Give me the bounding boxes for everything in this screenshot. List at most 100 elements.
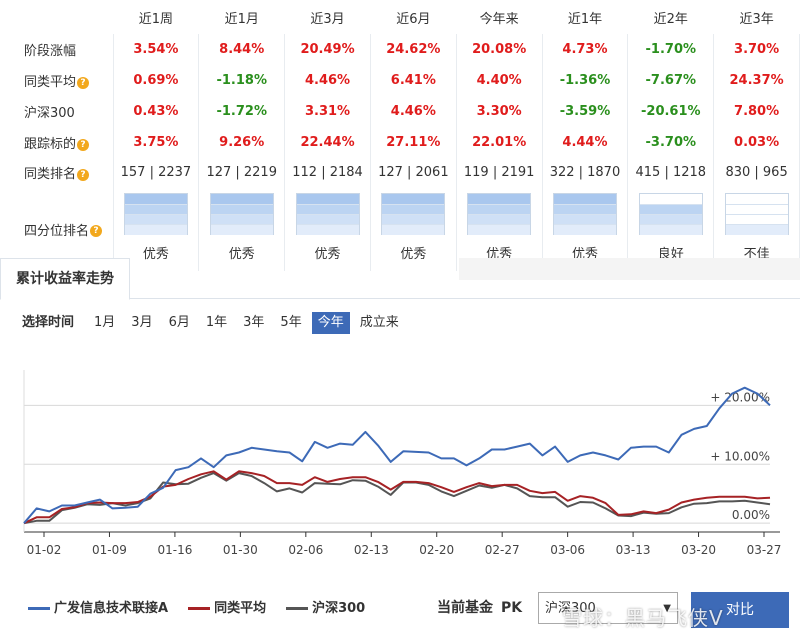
quartile-segment	[553, 214, 616, 225]
quartile-cell: 优秀	[284, 187, 371, 271]
rank-value: 127 | 2219	[198, 158, 286, 187]
quartile-bar	[724, 193, 789, 235]
row-label-text: 跟踪标的	[24, 137, 77, 152]
quartile-bar	[467, 193, 532, 235]
rank-value: 157 | 2237	[113, 158, 200, 187]
header-corner	[0, 0, 114, 34]
compare-button[interactable]: 对比	[691, 592, 789, 628]
return-value: 4.40%	[456, 65, 543, 96]
help-icon[interactable]: ?	[90, 225, 103, 237]
quartile-segment	[382, 224, 445, 235]
rank-row: 同类排名? 157 | 2237 127 | 2219 112 | 2184 127 |…	[0, 158, 800, 187]
return-value: -1.72%	[198, 96, 286, 127]
legend-item[interactable]: 广发信息技术联接A	[28, 597, 168, 616]
quartile-segment	[382, 204, 445, 215]
time-range-option[interactable]: 今年	[311, 312, 350, 334]
quartile-segment	[468, 194, 531, 204]
quartile-segment	[124, 214, 187, 225]
quartile-segment	[210, 204, 273, 215]
legend-label: 同类平均	[214, 601, 267, 616]
return-value: 4.44%	[542, 127, 629, 158]
legend-item[interactable]: 沪深300	[286, 597, 365, 616]
legend-item[interactable]: 同类平均	[188, 597, 266, 616]
time-range-option[interactable]: 6月	[168, 315, 190, 330]
return-value: 3.54%	[113, 34, 200, 65]
return-value: 4.46%	[370, 96, 457, 127]
quartile-segment	[725, 194, 788, 204]
quartile-segment	[639, 204, 702, 215]
return-value: -1.70%	[627, 34, 715, 65]
return-value: -20.61%	[627, 96, 715, 127]
row-label-text: 沪深300	[24, 106, 75, 121]
table-row: 沪深300 0.43% -1.72% 3.31% 4.46% 3.30% -3.59% -20…	[0, 96, 800, 127]
quartile-label: 优秀	[228, 247, 255, 262]
time-range-option[interactable]: 5年	[280, 315, 302, 330]
row-label: 沪深300	[0, 96, 114, 127]
quartile-segment	[725, 224, 788, 235]
tab-bar-filler	[459, 258, 800, 280]
compare-fund-select[interactable]: 沪深300 ▼	[538, 592, 678, 624]
help-icon[interactable]: ?	[77, 138, 90, 151]
legend-swatch	[28, 607, 50, 610]
quartile-segment	[639, 194, 702, 204]
quartile-label: 优秀	[314, 247, 341, 262]
x-tick-label: 01-09	[92, 543, 127, 557]
quartile-segment	[468, 204, 531, 215]
return-value: 7.80%	[713, 96, 800, 127]
table-row: 同类平均? 0.69% -1.18% 4.46% 6.41% 4.40% -1.36% -7.…	[0, 65, 800, 96]
quartile-bar	[123, 193, 188, 235]
return-value: -1.36%	[542, 65, 629, 96]
series-line	[23, 472, 771, 525]
legend-label: 广发信息技术联接A	[54, 601, 169, 616]
return-value: 3.31%	[284, 96, 371, 127]
quartile-segment	[296, 214, 359, 225]
rank-value: 322 | 1870	[542, 158, 629, 187]
pk-word: PK	[501, 600, 523, 616]
chevron-down-icon: ▼	[663, 603, 671, 614]
return-value: 9.26%	[198, 127, 286, 158]
tab-bar: 累计收益率走势	[0, 258, 800, 300]
quartile-bar	[552, 193, 617, 235]
x-tick-label: 02-06	[288, 543, 323, 557]
time-range-option[interactable]: 3年	[243, 315, 265, 330]
quartile-cell: 不佳	[713, 187, 800, 271]
period-header: 近2年	[627, 0, 715, 34]
return-value: 22.44%	[284, 127, 371, 158]
quartile-segment	[382, 214, 445, 225]
row-label: 跟踪标的?	[0, 127, 114, 158]
quartile-segment	[124, 224, 187, 235]
return-value: 4.73%	[542, 34, 629, 65]
return-value: -3.59%	[542, 96, 629, 127]
compare-fund-selected: 沪深300	[545, 601, 596, 616]
time-range-option[interactable]: 成立来	[359, 315, 399, 330]
quartile-label: 优秀	[400, 247, 427, 262]
quartile-cell: 优秀	[370, 187, 457, 271]
help-icon[interactable]: ?	[77, 76, 90, 89]
legend-swatch	[286, 607, 309, 610]
rank-value: 830 | 965	[713, 158, 800, 187]
time-range-option[interactable]: 1月	[94, 315, 116, 330]
time-range-option[interactable]: 3月	[131, 315, 153, 330]
quartile-bar	[295, 193, 360, 235]
cumulative-return-chart: 0.00%+ 10.00%+ 20.00%01-02 01-09 01-16 01-3…	[23, 370, 781, 557]
return-value: 24.62%	[370, 34, 457, 65]
x-tick-label: 01-16	[157, 543, 192, 557]
table-row: 跟踪标的? 3.75% 9.26% 22.44% 27.11% 22.01% 4.44% -3…	[0, 127, 800, 158]
time-range-option[interactable]: 1年	[205, 315, 228, 330]
quartile-segment	[725, 204, 788, 215]
quartile-segment	[296, 204, 359, 215]
period-header: 近1月	[198, 0, 286, 34]
tab-cumulative-return[interactable]: 累计收益率走势	[0, 258, 130, 300]
period-header: 近1年	[542, 0, 629, 34]
quartile-cell: 良好	[627, 187, 715, 271]
quartile-bar	[381, 193, 446, 235]
quartile-segment	[124, 194, 187, 204]
x-tick-label: 02-20	[419, 543, 454, 557]
help-icon[interactable]: ?	[77, 168, 90, 181]
period-header: 近6月	[370, 0, 457, 34]
y-tick-label: + 10.00%	[710, 449, 770, 463]
performance-table: 近1周 近1月 近3月 近6月 今年来 近1年 近2年 近3年 阶段涨幅 3.54% 8.44% 2…	[0, 0, 800, 271]
legend-swatch	[188, 607, 211, 610]
x-tick-label: 03-20	[681, 543, 716, 557]
time-range-selector: 选择时间 1月 3月 6月 1年 3年 5年 今年 成立来	[22, 312, 409, 334]
